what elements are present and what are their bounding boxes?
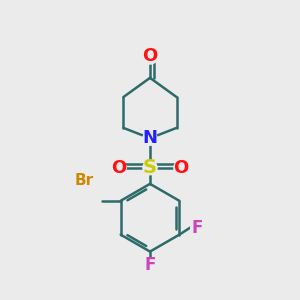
Circle shape bbox=[74, 171, 94, 191]
Text: Br: Br bbox=[74, 173, 93, 188]
Circle shape bbox=[143, 131, 157, 145]
Circle shape bbox=[143, 160, 157, 175]
Circle shape bbox=[174, 160, 188, 175]
Circle shape bbox=[143, 259, 157, 272]
Text: O: O bbox=[173, 159, 188, 177]
Circle shape bbox=[190, 221, 204, 235]
Text: O: O bbox=[142, 47, 158, 65]
Text: N: N bbox=[142, 129, 158, 147]
Circle shape bbox=[142, 47, 158, 64]
Text: F: F bbox=[191, 219, 203, 237]
Text: S: S bbox=[143, 158, 157, 177]
Text: F: F bbox=[144, 256, 156, 274]
Circle shape bbox=[112, 160, 126, 175]
Text: O: O bbox=[112, 159, 127, 177]
